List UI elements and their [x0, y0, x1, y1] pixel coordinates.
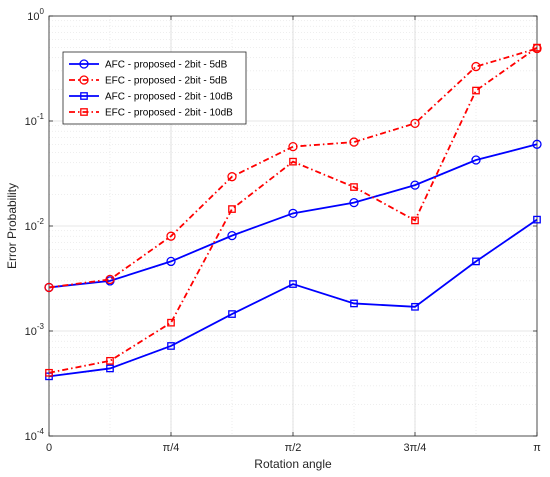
legend-item: AFC - proposed - 2bit - 10dB — [69, 92, 233, 103]
series-1 — [44, 139, 542, 293]
series-line — [48, 46, 538, 374]
data-point-square — [411, 302, 419, 311]
data-point-square — [167, 318, 175, 327]
data-point-square — [472, 86, 480, 95]
data-point-circle — [227, 230, 237, 241]
y-axis-title: Error Probability — [5, 183, 19, 269]
series-line — [48, 218, 538, 378]
data-point-square — [80, 92, 88, 100]
data-point-square — [533, 215, 541, 224]
data-point-square — [289, 280, 297, 288]
series-2 — [44, 43, 542, 293]
data-point-square — [167, 342, 175, 350]
data-point-circle — [410, 180, 420, 190]
legend: AFC - proposed - 2bit - 5dB EFC - propose… — [62, 51, 247, 125]
data-point-circle — [288, 208, 298, 218]
data-point-circle — [227, 172, 237, 182]
legend-label: EFC - proposed - 2bit - 5dB — [105, 76, 228, 87]
data-point-circle — [166, 231, 176, 241]
data-point-circle — [349, 197, 359, 208]
data-point-square — [106, 356, 114, 365]
data-point-square — [45, 368, 53, 377]
x-tick-label: 3π/4 — [404, 442, 427, 454]
data-point-circle — [532, 139, 542, 149]
data-point-circle — [79, 75, 89, 85]
legend-label: AFC - proposed - 2bit - 10dB — [105, 92, 233, 103]
legend-label: AFC - proposed - 2bit - 5dB — [105, 60, 228, 71]
data-point-circle — [471, 61, 481, 72]
data-point-square — [350, 183, 358, 191]
data-point-square — [228, 310, 236, 318]
legend-label: EFC - proposed - 2bit - 10dB — [105, 108, 233, 119]
x-tick-label: π/2 — [285, 442, 302, 454]
x-tick-label: π/4 — [163, 442, 180, 454]
data-point-circle — [288, 141, 298, 152]
legend-item: EFC - proposed - 2bit - 10dB — [69, 108, 233, 119]
data-point-square — [533, 43, 541, 52]
data-point-circle — [166, 256, 176, 267]
x-tick-label: 0 — [46, 442, 52, 454]
series-line — [48, 47, 538, 289]
data-point-square — [228, 205, 236, 213]
data-point-square — [350, 299, 358, 308]
x-tick-label: π — [533, 442, 541, 454]
data-point-circle — [105, 274, 115, 285]
legend-item: AFC - proposed - 2bit - 5dB — [69, 59, 228, 71]
data-point-square — [411, 216, 419, 225]
series-line — [48, 143, 538, 289]
x-axis-title: Rotation angle — [254, 457, 332, 471]
data-point-square — [80, 108, 88, 116]
data-point-square — [106, 364, 114, 373]
data-point-square — [472, 257, 480, 266]
data-point-circle — [410, 118, 420, 128]
legend-item: EFC - proposed - 2bit - 5dB — [69, 75, 228, 87]
series-layer — [44, 43, 542, 381]
data-point-circle — [79, 59, 89, 69]
data-point-square — [289, 157, 297, 166]
data-point-circle — [44, 282, 54, 293]
data-point-circle — [349, 137, 359, 147]
data-point-circle — [471, 155, 481, 165]
series-4 — [45, 43, 541, 377]
